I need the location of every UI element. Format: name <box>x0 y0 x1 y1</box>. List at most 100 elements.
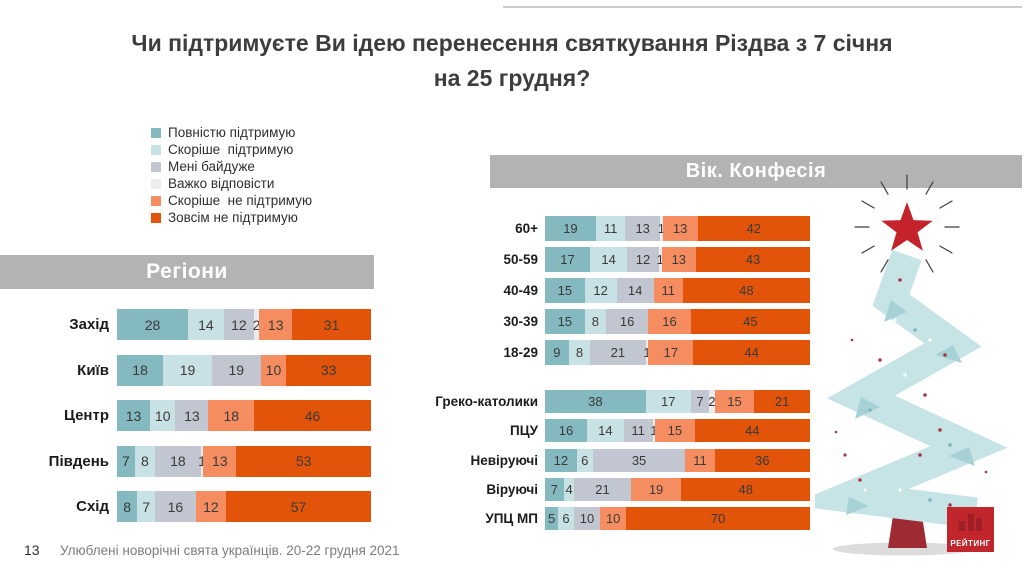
segment-value: 12 <box>553 452 569 468</box>
stacked-bar: 7 4 21 19 48 <box>545 477 810 501</box>
segment-value: 19 <box>563 221 578 236</box>
tree-base-shadow <box>833 542 973 556</box>
segment-value: 4 <box>565 481 573 497</box>
bar-segment: 21 <box>590 340 646 365</box>
segment-value: 28 <box>144 316 161 333</box>
bar-segment: 2 <box>708 390 716 413</box>
chart-row: УПЦ МП 5 6 10 10 70 <box>420 507 810 531</box>
rating-logo-text: РЕЙТИНГ <box>950 539 991 548</box>
bar-segment: 8 <box>117 491 138 522</box>
segment-value: 36 <box>755 452 770 468</box>
segment-value: 8 <box>591 314 599 329</box>
star-icon <box>881 202 933 251</box>
segment-value: 8 <box>575 345 584 360</box>
page-title: Чи підтримуєте Ви ідею перенесення святк… <box>40 26 984 95</box>
bar-segment: 13 <box>625 216 661 241</box>
segment-value: 9 <box>553 345 561 360</box>
chart-row: Центр 13 10 13 18 46 <box>7 400 371 431</box>
segment-value: 10 <box>265 362 282 378</box>
segment-value: 1 <box>643 345 651 360</box>
stacked-bar: 5 6 10 10 70 <box>545 507 810 531</box>
legend-label: Важко відповісти <box>168 176 275 191</box>
row-label: Київ <box>77 361 109 379</box>
chart-row: Невіруючі 12 6 35 11 36 <box>420 448 810 472</box>
page-title-line1: Чи підтримуєте Ви ідею перенесення святк… <box>131 30 893 56</box>
stacked-bar: 18 19 19 10 33 <box>117 354 371 386</box>
segment-value: 12 <box>203 498 219 515</box>
bar-segment: 42 <box>697 216 810 241</box>
bar-segment: 35 <box>592 448 686 472</box>
bar-segment: 38 <box>545 390 646 413</box>
segment-value: 19 <box>228 362 245 378</box>
segment-value: 31 <box>323 316 340 333</box>
legend-item: Скоріше не підтримую <box>151 192 312 209</box>
segment-value: 13 <box>212 453 228 469</box>
stacked-bar: 38 17 7 2 15 21 <box>545 390 810 413</box>
legend-item: Повністю підтримую <box>151 124 312 141</box>
age-confession-chart: 60+ 19 11 13 1 13 42 50-59 17 14 12 1 13 43 40-49 15 12 1… <box>420 216 810 536</box>
row-label: Схід <box>76 498 109 515</box>
bar-segment: 5 <box>545 507 559 531</box>
bar-segment: 12 <box>545 448 577 472</box>
bar-segment: 12 <box>584 278 617 303</box>
segment-value: 14 <box>627 283 643 298</box>
segment-value: 10 <box>154 407 171 424</box>
stacked-bar: 19 11 13 1 13 42 <box>545 216 810 241</box>
bar-segment: 13 <box>259 309 293 340</box>
segment-value: 17 <box>660 394 676 409</box>
bar-segment: 15 <box>545 278 585 303</box>
chart-row: Схід 8 7 16 12 57 <box>7 491 371 522</box>
stacked-bar: 8 7 16 12 57 <box>117 491 371 522</box>
bar-segment: 13 <box>203 445 237 477</box>
segment-value: 18 <box>223 407 240 424</box>
row-label: Греко-католики <box>435 394 538 409</box>
segment-value: 13 <box>672 221 688 236</box>
bar-segment: 6 <box>576 448 593 472</box>
segment-value: 70 <box>710 511 726 527</box>
segment-value: 11 <box>693 452 707 468</box>
segment-value: 43 <box>745 252 761 267</box>
bar-segment: 15 <box>714 390 755 413</box>
chart-row: Південь 7 8 18 1 13 53 <box>7 445 371 477</box>
segment-value: 57 <box>290 498 307 515</box>
bar-segment: 57 <box>226 491 371 522</box>
bar-segment: 7 <box>545 477 564 501</box>
bar-segment: 33 <box>286 354 371 386</box>
bar-segment: 18 <box>155 445 201 477</box>
bar-segment: 14 <box>188 309 224 340</box>
bar-segment: 46 <box>254 400 371 431</box>
row-label: 18-29 <box>503 345 538 360</box>
row-label: Південь <box>48 452 109 470</box>
row-label: Захід <box>69 316 109 333</box>
chart-row: Греко-католики 38 17 7 2 15 21 <box>420 390 810 413</box>
bar-segment: 7 <box>690 390 710 413</box>
bar-segment: 13 <box>662 216 698 241</box>
segment-value: 14 <box>198 316 214 333</box>
segment-value: 17 <box>663 345 679 360</box>
segment-value: 13 <box>125 407 142 424</box>
segment-value: 8 <box>123 498 132 515</box>
segment-value: 15 <box>667 423 683 439</box>
bar-segment: 70 <box>626 507 810 531</box>
bar-segment: 14 <box>586 419 624 443</box>
segment-value: 1 <box>656 252 664 267</box>
segment-value: 1 <box>650 423 658 439</box>
section-header-regions: Регіони <box>0 255 374 289</box>
bar-segment: 19 <box>545 216 596 241</box>
segment-value: 1 <box>657 221 666 236</box>
stacked-bar: 15 8 16 16 45 <box>545 309 810 334</box>
bar-segment: 10 <box>260 354 287 386</box>
bar-segment: 7 <box>117 445 135 477</box>
segment-value: 2 <box>252 316 261 333</box>
bar-segment: 10 <box>150 400 176 431</box>
bar-segment: 1 <box>656 247 664 272</box>
rating-logo: РЕЙТИНГ <box>947 507 994 552</box>
bar-segment: 15 <box>655 419 695 443</box>
legend-label: Мені байдуже <box>168 159 255 174</box>
segment-value: 14 <box>598 423 613 439</box>
stacked-bar: 12 6 35 11 36 <box>545 448 810 472</box>
bar-segment: 12 <box>223 309 255 340</box>
bar-segment: 12 <box>627 247 659 272</box>
bar-segment: 1 <box>643 340 651 365</box>
stacked-bar: 7 8 18 1 13 53 <box>117 445 371 477</box>
